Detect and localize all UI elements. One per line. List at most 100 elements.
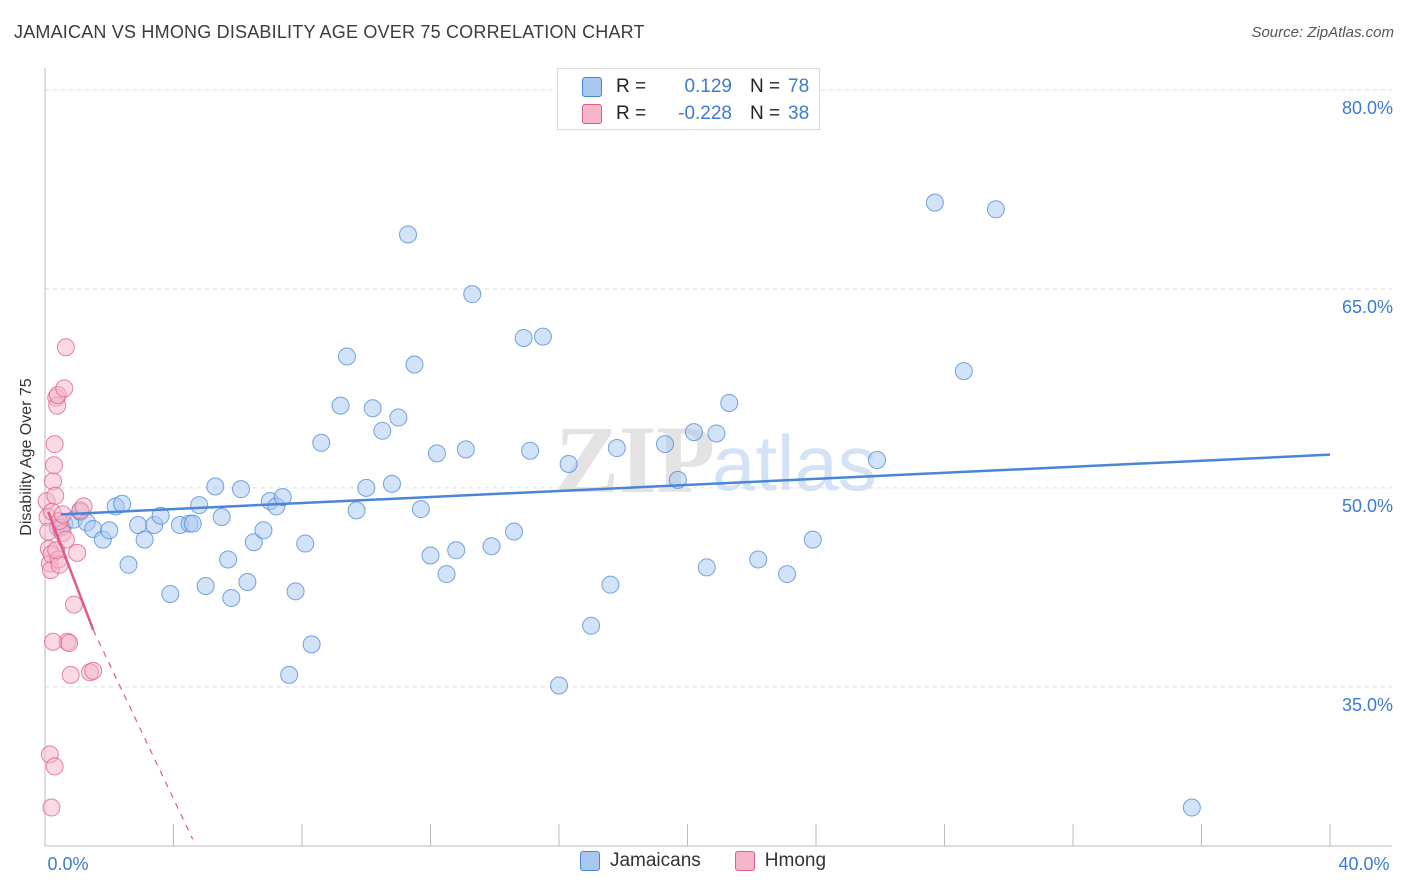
point-jamaicans bbox=[550, 676, 568, 695]
legend-r-value: -0.228 bbox=[678, 103, 732, 124]
point-hmong bbox=[45, 435, 64, 454]
x-tick-label: 0.0% bbox=[47, 854, 88, 874]
chart-title: JAMAICAN VS HMONG DISABILITY AGE OVER 75… bbox=[14, 22, 645, 42]
point-jamaicans bbox=[286, 582, 305, 601]
point-jamaicans bbox=[954, 362, 973, 381]
point-jamaicans bbox=[254, 521, 273, 540]
point-jamaicans bbox=[113, 494, 132, 513]
point-hmong bbox=[55, 379, 74, 398]
point-jamaicans bbox=[312, 433, 331, 452]
point-jamaicans bbox=[720, 393, 739, 412]
point-jamaicans bbox=[183, 514, 202, 533]
point-jamaicans bbox=[273, 488, 292, 507]
point-jamaicans bbox=[986, 200, 1005, 219]
trend-line-hmong-extension bbox=[92, 629, 194, 840]
legend-swatch-jamaicans bbox=[579, 851, 600, 871]
trend-lines bbox=[47, 453, 1331, 840]
tick-labels: 35.0% 50.0% 65.0% 80.0% 0.0% 40.0% bbox=[47, 98, 1393, 874]
legend-row-jamaicans: R = 0.129 N = 78 bbox=[582, 74, 809, 100]
point-jamaicans bbox=[206, 477, 225, 496]
axes bbox=[44, 68, 1392, 847]
legend-label-hmong: Hmong bbox=[764, 850, 827, 871]
legend-r-label: R = bbox=[616, 103, 647, 124]
data-points bbox=[37, 193, 1201, 817]
point-jamaicans bbox=[382, 474, 401, 493]
legend-n-value: 38 bbox=[788, 103, 810, 124]
point-jamaicans bbox=[373, 421, 392, 440]
point-jamaicans bbox=[803, 530, 822, 549]
point-jamaicans bbox=[357, 478, 376, 497]
point-jamaicans bbox=[778, 565, 797, 584]
point-jamaicans bbox=[707, 424, 726, 443]
point-hmong bbox=[56, 338, 75, 357]
point-hmong bbox=[42, 798, 61, 817]
point-hmong bbox=[60, 634, 79, 653]
legend-swatch-hmong bbox=[734, 851, 755, 871]
point-jamaicans bbox=[656, 435, 675, 454]
point-jamaicans bbox=[244, 533, 263, 552]
point-jamaicans bbox=[447, 541, 466, 560]
point-jamaicans bbox=[238, 573, 257, 592]
point-jamaicans bbox=[607, 439, 626, 458]
legend-swatch-jamaicans bbox=[582, 77, 602, 97]
point-jamaicans bbox=[482, 537, 501, 556]
point-jamaicans bbox=[363, 399, 382, 418]
point-jamaicans bbox=[427, 444, 446, 463]
point-jamaicans bbox=[868, 450, 887, 469]
legend-row-hmong: R = -0.228 N = 38 bbox=[582, 101, 809, 127]
point-hmong bbox=[68, 543, 87, 562]
series-legend: Jamaicans Hmong bbox=[0, 850, 1406, 872]
legend-item-jamaicans: Jamaicans bbox=[579, 850, 701, 872]
point-jamaicans bbox=[399, 225, 418, 244]
legend-n-value: 78 bbox=[788, 76, 810, 97]
point-jamaicans bbox=[749, 550, 768, 569]
watermark-atlas: atlas bbox=[712, 419, 877, 507]
point-hmong bbox=[45, 757, 64, 776]
point-jamaicans bbox=[505, 522, 524, 541]
point-jamaicans bbox=[100, 521, 119, 540]
trend-line-hmong bbox=[47, 511, 95, 631]
point-jamaicans bbox=[601, 575, 620, 594]
source-label: Source: ZipAtlas.com bbox=[1251, 24, 1394, 41]
legend-n-label: N = bbox=[750, 76, 781, 97]
point-jamaicans bbox=[222, 588, 241, 607]
watermark-zip: ZIP bbox=[555, 406, 715, 513]
point-jamaicans bbox=[421, 546, 440, 565]
point-jamaicans bbox=[161, 584, 180, 603]
grid-lines bbox=[45, 89, 1392, 688]
point-jamaicans bbox=[331, 396, 350, 415]
point-jamaicans bbox=[151, 506, 170, 525]
y-axis-label: Disability Age Over 75 bbox=[18, 378, 35, 536]
point-jamaicans bbox=[1182, 798, 1201, 817]
point-jamaicans bbox=[212, 508, 231, 527]
y-tick-label: 65.0% bbox=[1342, 297, 1393, 317]
point-jamaicans bbox=[337, 347, 356, 366]
point-jamaicans bbox=[347, 501, 366, 520]
point-jamaicans bbox=[514, 328, 533, 347]
point-jamaicans bbox=[389, 408, 408, 427]
x-tick-label: 40.0% bbox=[1338, 854, 1389, 874]
legend-r-label: R = bbox=[616, 76, 647, 97]
point-hmong bbox=[64, 595, 83, 614]
correlation-legend: R = 0.129 N = 78 R = -0.228 N = 38 bbox=[557, 68, 820, 130]
y-tick-label: 50.0% bbox=[1342, 496, 1393, 516]
point-hmong bbox=[74, 497, 93, 516]
point-jamaicans bbox=[411, 500, 430, 519]
point-hmong bbox=[44, 632, 63, 651]
legend-n-label: N = bbox=[750, 103, 781, 124]
point-jamaicans bbox=[302, 635, 321, 654]
point-jamaicans bbox=[684, 423, 703, 442]
point-hmong bbox=[46, 486, 65, 505]
point-jamaicans bbox=[533, 327, 552, 346]
point-jamaicans bbox=[231, 480, 250, 499]
point-jamaicans bbox=[456, 440, 475, 459]
point-hmong bbox=[84, 661, 103, 680]
legend-swatch-hmong bbox=[582, 104, 602, 124]
point-jamaicans bbox=[280, 665, 299, 684]
point-jamaicans bbox=[405, 355, 424, 374]
y-tick-label: 80.0% bbox=[1342, 98, 1393, 118]
point-jamaicans bbox=[925, 193, 944, 212]
legend-item-hmong: Hmong bbox=[734, 850, 827, 872]
point-jamaicans bbox=[219, 550, 238, 569]
